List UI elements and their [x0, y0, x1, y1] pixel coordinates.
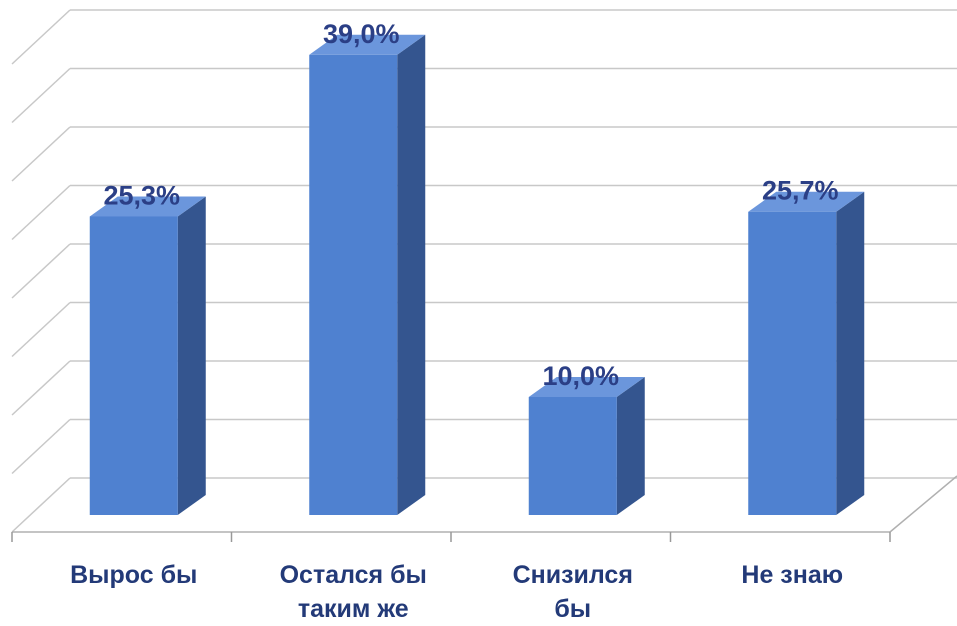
bar-side	[836, 191, 865, 516]
bar-top	[528, 377, 645, 397]
bar-side	[616, 377, 645, 515]
value-label: 10,0%	[542, 361, 619, 391]
value-label: 39,0%	[323, 19, 400, 49]
bar	[309, 54, 398, 516]
bar-top	[748, 191, 865, 212]
bar-top	[89, 196, 206, 217]
grid-line	[11, 9, 71, 65]
category-label: Остался бы таким же	[279, 561, 427, 623]
bar	[748, 211, 837, 516]
grid-line	[11, 301, 71, 358]
grid-line	[11, 243, 71, 299]
grid-line	[11, 126, 71, 182]
value-label: 25,7%	[762, 176, 839, 206]
category-label: Снизился бы	[512, 561, 633, 623]
bar-top	[309, 34, 426, 55]
category-label: Вырос бы	[70, 561, 198, 589]
grid-line	[11, 477, 71, 533]
grid-line	[11, 360, 71, 416]
floor-line	[889, 475, 957, 533]
value-label: 25,3%	[103, 180, 180, 210]
bar-side	[177, 196, 206, 515]
bar	[89, 216, 178, 515]
bar	[528, 397, 617, 515]
grid-line	[11, 184, 71, 241]
bar-side	[397, 34, 426, 516]
category-label: Не знаю	[741, 561, 844, 589]
grid-line	[11, 418, 71, 475]
grid-line	[11, 67, 71, 124]
